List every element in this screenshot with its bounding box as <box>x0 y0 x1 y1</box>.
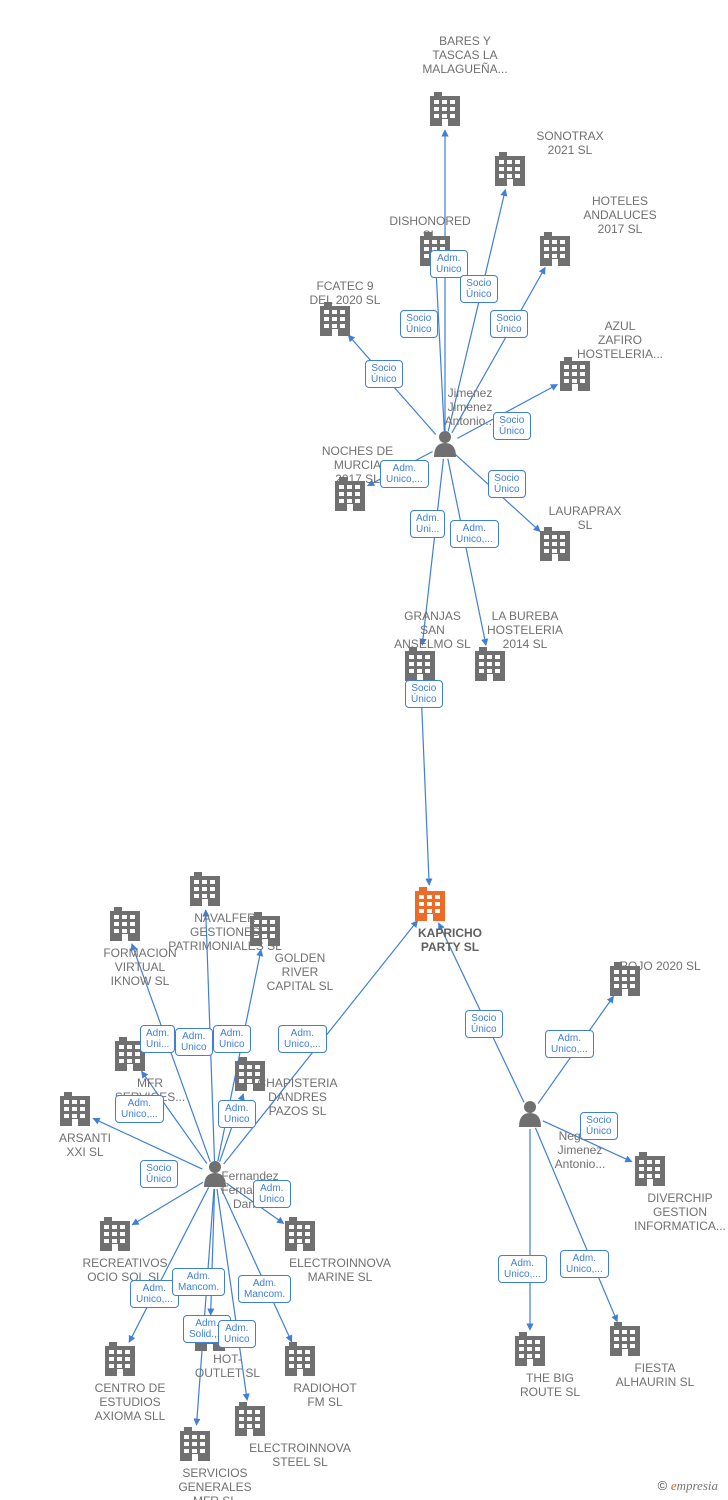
copyright-symbol: © <box>658 1478 668 1493</box>
brand-rest: mpresia <box>677 1478 718 1493</box>
network-svg <box>0 0 728 1500</box>
watermark: © empresia <box>658 1478 718 1494</box>
